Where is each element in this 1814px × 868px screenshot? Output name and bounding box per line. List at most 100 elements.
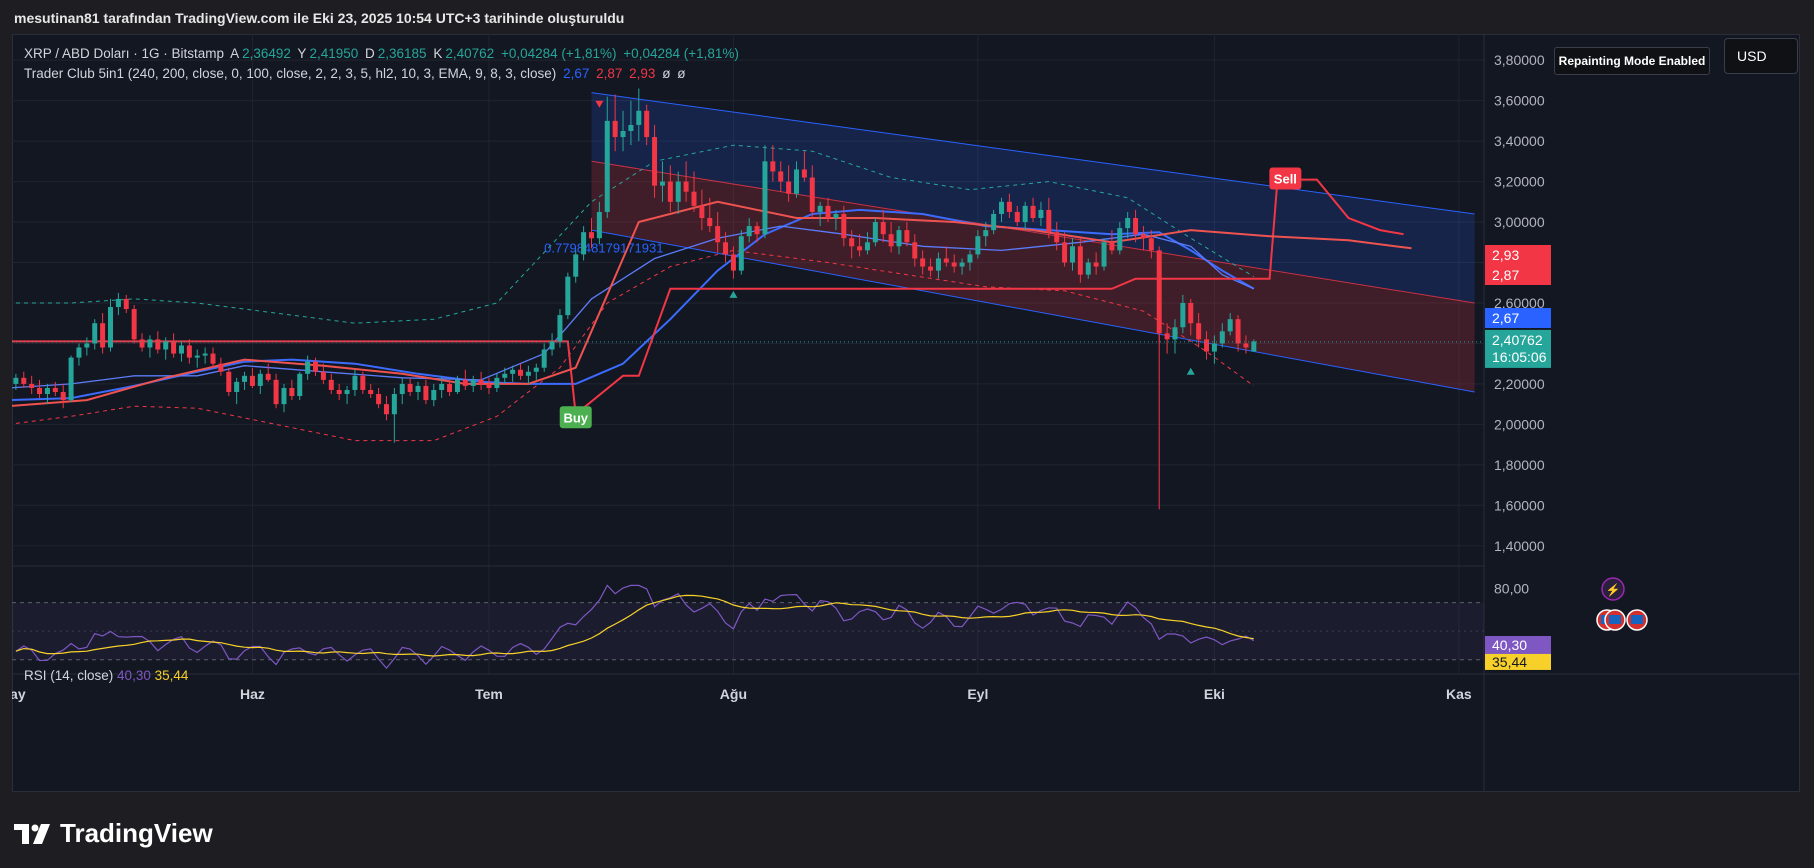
candle-body xyxy=(778,171,784,182)
candle-body xyxy=(21,377,27,384)
candle-body xyxy=(786,181,792,194)
candle-body xyxy=(376,394,382,405)
candle-body xyxy=(1117,228,1123,251)
high-value: 2,41950 xyxy=(309,46,359,61)
last-price-label: 2,40762 xyxy=(1492,332,1543,348)
rsi-tick-label: 80,00 xyxy=(1494,580,1529,596)
high-label: Y xyxy=(297,46,307,61)
candle-body xyxy=(1196,323,1202,340)
indicator-name[interactable]: Trader Club 5in1 (240, 200, close, 0, 10… xyxy=(24,66,557,81)
candle-body xyxy=(1054,232,1060,243)
candle-body xyxy=(478,379,484,384)
candle-body xyxy=(202,353,208,356)
candle-body xyxy=(210,353,216,364)
candle-body xyxy=(297,373,303,397)
candle-body xyxy=(967,254,973,263)
candle-body xyxy=(108,307,114,348)
candle-body xyxy=(44,387,50,395)
price-tick-label: 1,60000 xyxy=(1494,497,1545,513)
candle-body xyxy=(920,258,926,267)
candle-body xyxy=(273,379,279,405)
change-value: +0,04284 (+1,81%) xyxy=(500,46,617,61)
candle-body xyxy=(904,230,910,243)
candle-body xyxy=(1085,262,1091,275)
candle-body xyxy=(1164,333,1170,340)
price-tick-label: 3,00000 xyxy=(1494,214,1545,230)
symbol-legend: XRP / ABD Doları · 1G · Bitstamp A 2,3649… xyxy=(24,46,742,61)
price-tick-label: 1,80000 xyxy=(1494,457,1545,473)
indicator-null-2: ø xyxy=(677,66,686,81)
envelope-upper xyxy=(12,144,1255,324)
signal-triangle xyxy=(595,100,604,108)
candle-body xyxy=(37,387,43,395)
candle-body xyxy=(1204,339,1210,352)
channel-mid-line xyxy=(591,160,1475,304)
countdown-label: 16:05:06 xyxy=(1492,349,1547,365)
candle-body xyxy=(226,371,232,392)
candle-body xyxy=(581,232,587,255)
candle-body xyxy=(1069,246,1075,263)
candle-body xyxy=(1140,234,1146,239)
channel-value-label: 0.779848179171931 xyxy=(544,240,663,255)
candle-body xyxy=(1156,250,1162,334)
candle-body xyxy=(1046,209,1052,233)
candle-body xyxy=(155,339,161,350)
candle-body xyxy=(100,323,106,348)
candle-body xyxy=(652,137,658,186)
candle-body xyxy=(770,161,776,172)
time-tick-label: May xyxy=(12,686,26,702)
lightning-glyph: ⚡ xyxy=(1606,583,1621,597)
candle-body xyxy=(123,298,129,310)
candle-body xyxy=(163,341,169,350)
candle-body xyxy=(1219,331,1225,344)
candle-body xyxy=(60,392,66,401)
rsi-label[interactable]: RSI (14, close) xyxy=(24,668,114,683)
indicator-legend: Trader Club 5in1 (240, 200, close, 0, 10… xyxy=(24,66,688,81)
candle-body xyxy=(265,373,271,380)
signal-buy-badge[interactable] xyxy=(559,406,592,429)
candle-body xyxy=(857,246,863,251)
signal-sell-badge[interactable] xyxy=(1269,167,1302,190)
low-value: 2,36185 xyxy=(377,46,427,61)
candle-body xyxy=(746,226,752,237)
lightning-event-icon[interactable] xyxy=(1601,577,1625,601)
candle-body xyxy=(1006,201,1012,212)
rsi-line xyxy=(15,584,1255,670)
candle-body xyxy=(541,349,547,368)
signal-buy-label: Buy xyxy=(563,410,588,425)
candle-body xyxy=(1227,319,1233,332)
currency-button[interactable]: USD xyxy=(1724,38,1798,74)
candle-body xyxy=(1030,205,1036,218)
candle-body xyxy=(975,236,981,255)
candle-body xyxy=(723,242,729,255)
candle-body xyxy=(959,262,965,267)
candle-body xyxy=(518,369,524,376)
candle-body xyxy=(1109,242,1115,251)
candle-body xyxy=(305,361,311,374)
envelope-lower xyxy=(12,249,1255,442)
candle-body xyxy=(1243,343,1249,348)
close-label: K xyxy=(433,46,443,61)
signal-triangle xyxy=(1186,367,1195,375)
tradingview-logo[interactable]: TradingView xyxy=(14,818,213,849)
price-tick-label: 3,40000 xyxy=(1494,133,1545,149)
last-price-badge xyxy=(1485,329,1551,368)
candle-body xyxy=(817,205,823,212)
candle-body xyxy=(92,323,98,344)
candle-body xyxy=(1101,242,1107,267)
price-chart[interactable]: 0.779848179171931 Buy Sell 3,80000 3,60000 3,… xyxy=(12,34,1800,792)
candle-body xyxy=(833,213,839,218)
symbol-name[interactable]: XRP / ABD Doları · 1G · Bitstamp xyxy=(24,46,225,61)
candle-body xyxy=(951,262,957,267)
candle-body xyxy=(218,363,224,372)
candle-body xyxy=(352,375,358,390)
candle-body xyxy=(667,181,673,202)
candle-body xyxy=(636,110,642,125)
candle-body xyxy=(344,389,350,395)
rsi-value: 40,30 xyxy=(117,668,151,683)
candle-body xyxy=(549,341,555,350)
rsi-ma-line xyxy=(15,594,1254,657)
candle-body xyxy=(691,191,697,206)
price-tick-label: 2,00000 xyxy=(1494,416,1545,432)
candle-body xyxy=(738,236,744,271)
